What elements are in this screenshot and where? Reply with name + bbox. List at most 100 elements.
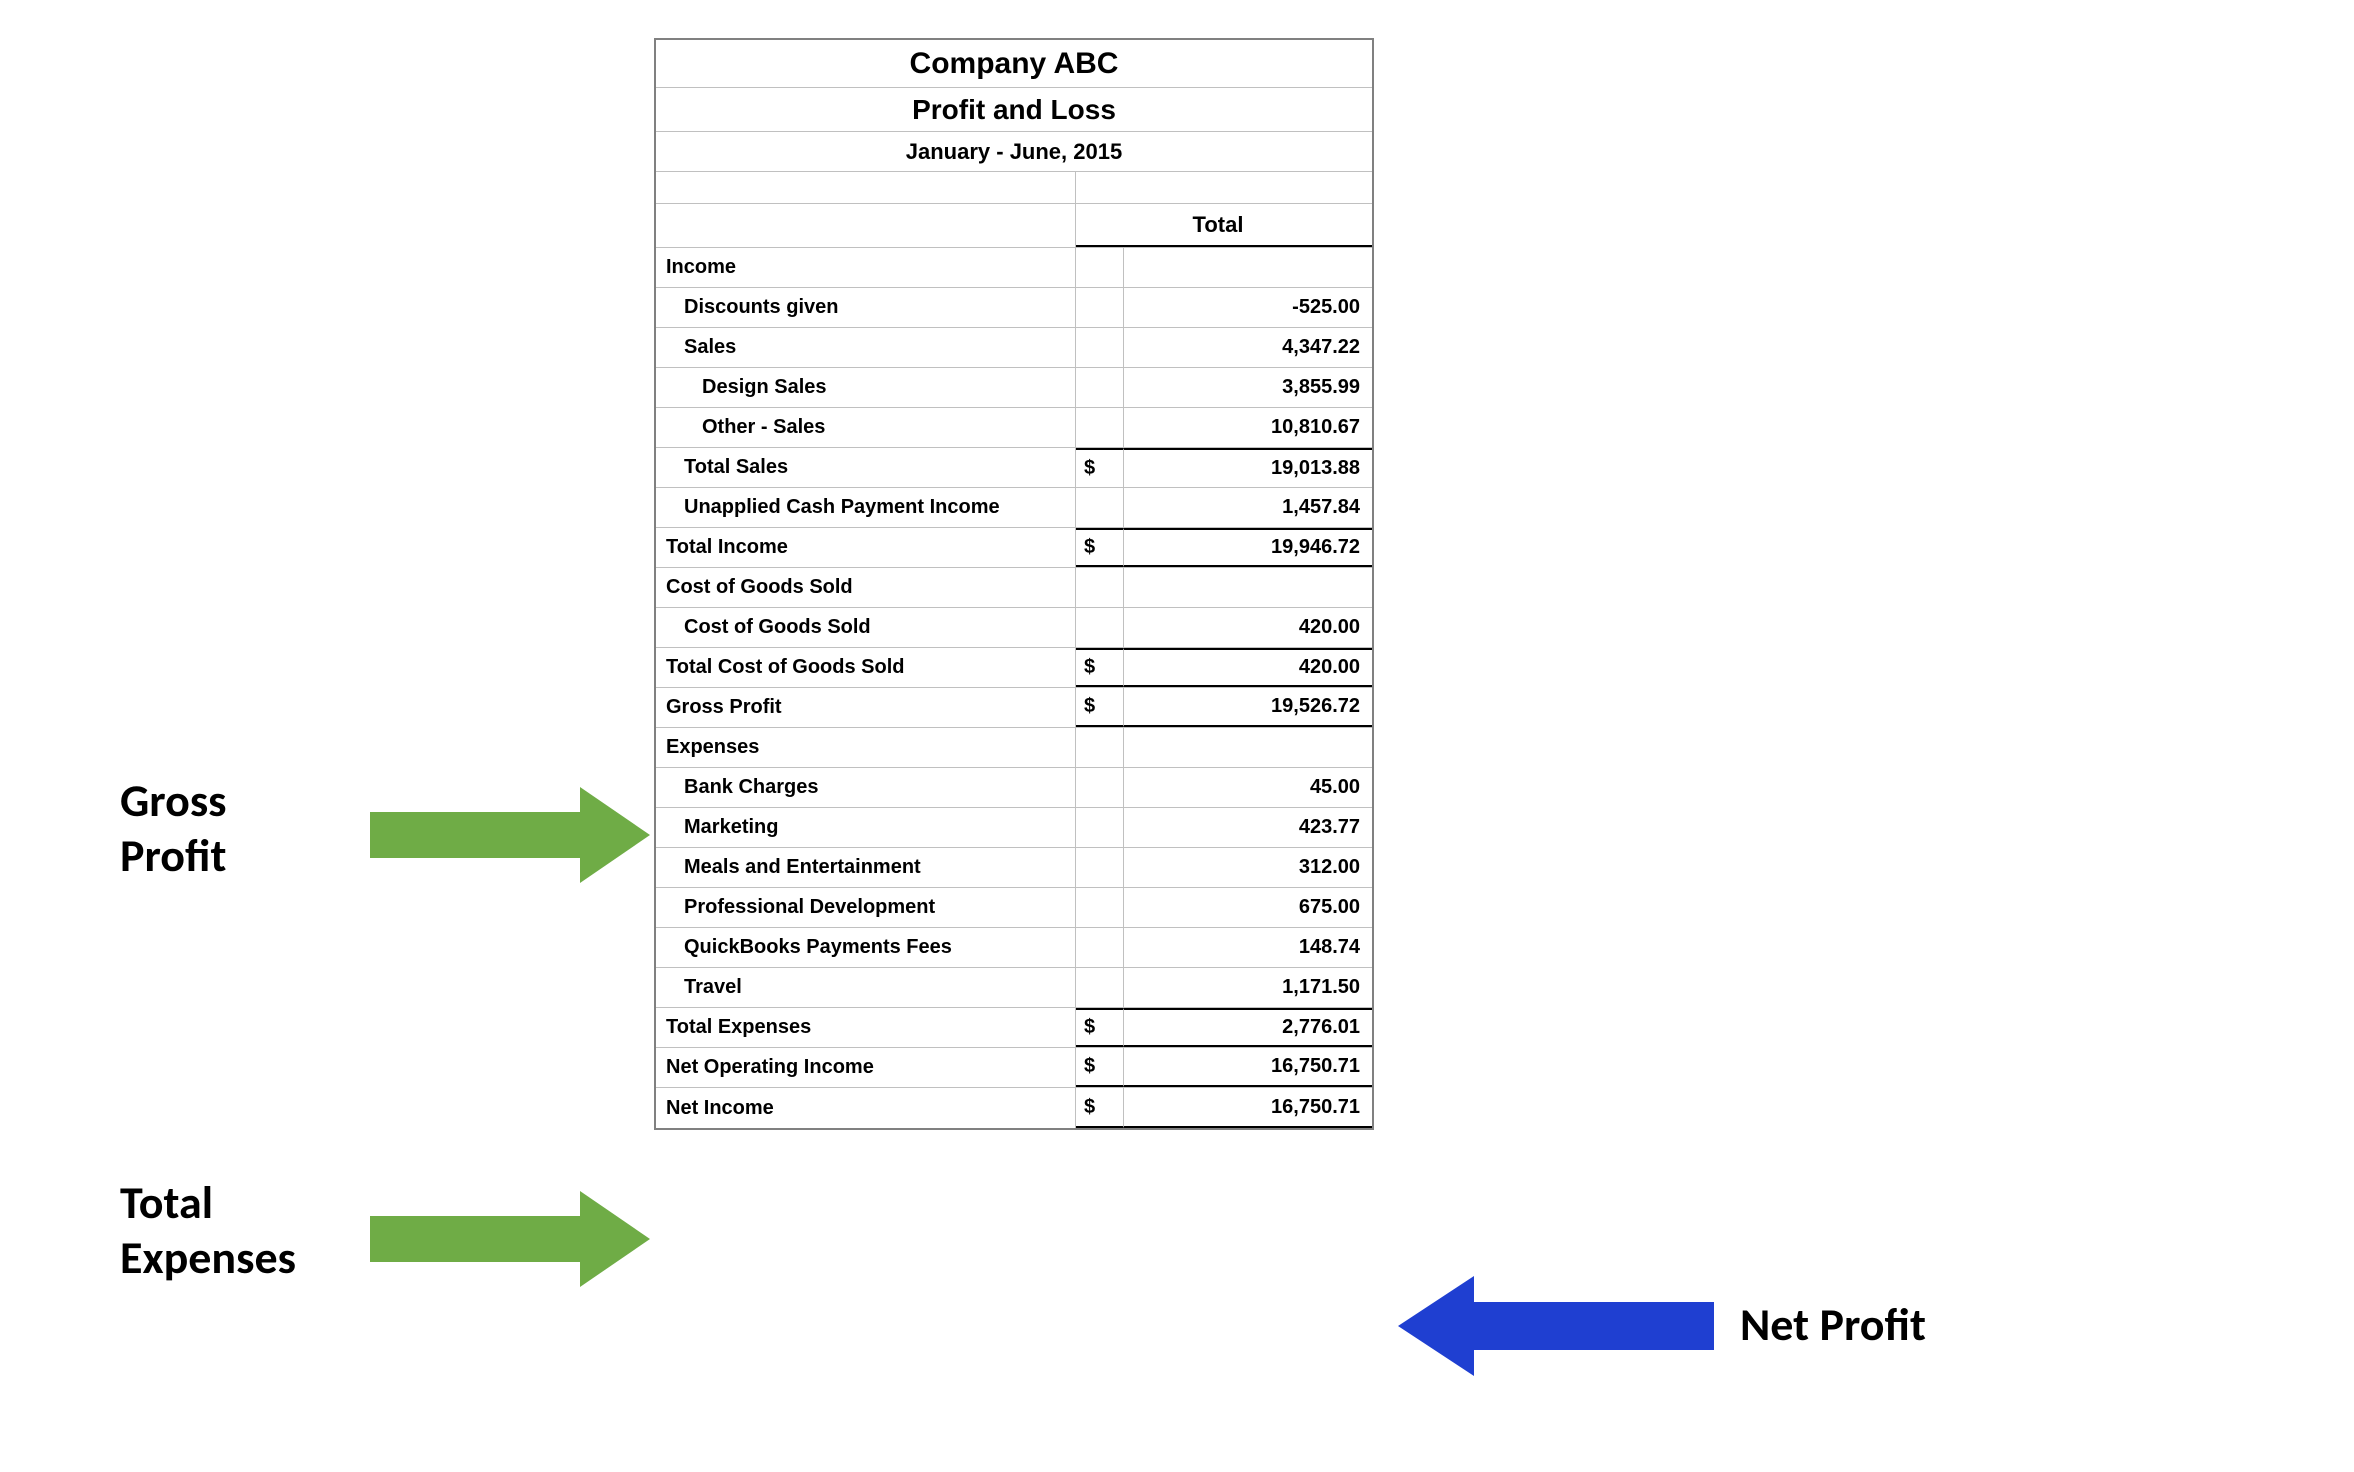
row-label: Travel xyxy=(656,968,1076,1007)
row-value: 312.00 xyxy=(1124,848,1372,887)
row-value: 19,526.72 xyxy=(1124,688,1372,727)
row-label: QuickBooks Payments Fees xyxy=(656,928,1076,967)
report-row: Marketing 423.77 xyxy=(656,808,1372,848)
row-value: 10,810.67 xyxy=(1124,408,1372,447)
report-row: Expenses xyxy=(656,728,1372,768)
row-value: 19,013.88 xyxy=(1124,448,1372,487)
report-row: Bank Charges 45.00 xyxy=(656,768,1372,808)
row-label: Total Cost of Goods Sold xyxy=(656,648,1076,687)
row-currency xyxy=(1076,928,1124,967)
row-label: Bank Charges xyxy=(656,768,1076,807)
row-label: Professional Development xyxy=(656,888,1076,927)
row-value: 675.00 xyxy=(1124,888,1372,927)
row-currency: $ xyxy=(1076,528,1124,567)
row-label: Cost of Goods Sold xyxy=(656,568,1076,607)
row-value: 1,457.84 xyxy=(1124,488,1372,527)
row-value: 423.77 xyxy=(1124,808,1372,847)
row-label: Total Income xyxy=(656,528,1076,567)
row-value: 19,946.72 xyxy=(1124,528,1372,567)
row-currency xyxy=(1076,808,1124,847)
row-currency xyxy=(1076,328,1124,367)
row-currency: $ xyxy=(1076,648,1124,687)
row-value: 1,171.50 xyxy=(1124,968,1372,1007)
column-header-blank xyxy=(656,204,1076,247)
report-company: Company ABC xyxy=(656,40,1372,87)
row-label: Income xyxy=(656,248,1076,287)
report-row: Income xyxy=(656,248,1372,288)
row-label: Marketing xyxy=(656,808,1076,847)
row-label: Total Expenses xyxy=(656,1008,1076,1047)
row-currency: $ xyxy=(1076,1048,1124,1087)
report-title: Profit and Loss xyxy=(656,88,1372,131)
row-currency: $ xyxy=(1076,1008,1124,1047)
row-label: Gross Profit xyxy=(656,688,1076,727)
report-row: Total Sales$19,013.88 xyxy=(656,448,1372,488)
row-currency: $ xyxy=(1076,448,1124,487)
report-row: Gross Profit$19,526.72 xyxy=(656,688,1372,728)
report-row: Cost of Goods Sold xyxy=(656,568,1372,608)
row-value: 420.00 xyxy=(1124,608,1372,647)
row-label: Net Income xyxy=(656,1088,1076,1128)
callout-gross-profit: GrossProfit xyxy=(120,774,227,884)
arrow-gross-profit-icon xyxy=(370,787,650,883)
row-currency xyxy=(1076,408,1124,447)
row-currency: $ xyxy=(1076,688,1124,727)
row-currency xyxy=(1076,968,1124,1007)
row-label: Cost of Goods Sold xyxy=(656,608,1076,647)
row-currency xyxy=(1076,488,1124,527)
row-currency xyxy=(1076,568,1124,607)
row-label: Total Sales xyxy=(656,448,1076,487)
report-row: QuickBooks Payments Fees 148.74 xyxy=(656,928,1372,968)
row-currency: $ xyxy=(1076,1088,1124,1128)
callout-total-expenses: TotalExpenses xyxy=(120,1176,296,1286)
report-row: Travel 1,171.50 xyxy=(656,968,1372,1008)
row-value xyxy=(1124,728,1372,767)
row-label: Sales xyxy=(656,328,1076,367)
report-period: January - June, 2015 xyxy=(656,132,1372,171)
report-row: Design Sales 3,855.99 xyxy=(656,368,1372,408)
row-label: Design Sales xyxy=(656,368,1076,407)
row-value: 45.00 xyxy=(1124,768,1372,807)
report-row: Total Income$19,946.72 xyxy=(656,528,1372,568)
report-row: Cost of Goods Sold 420.00 xyxy=(656,608,1372,648)
row-value: 3,855.99 xyxy=(1124,368,1372,407)
row-value: 148.74 xyxy=(1124,928,1372,967)
row-value: 16,750.71 xyxy=(1124,1048,1372,1087)
row-currency xyxy=(1076,848,1124,887)
row-label: Expenses xyxy=(656,728,1076,767)
row-value: 4,347.22 xyxy=(1124,328,1372,367)
blank-cell xyxy=(1076,172,1372,203)
row-currency xyxy=(1076,248,1124,287)
report-row: Sales 4,347.22 xyxy=(656,328,1372,368)
row-currency xyxy=(1076,728,1124,767)
row-label: Unapplied Cash Payment Income xyxy=(656,488,1076,527)
row-label: Discounts given xyxy=(656,288,1076,327)
row-value: 2,776.01 xyxy=(1124,1008,1372,1047)
row-label: Other - Sales xyxy=(656,408,1076,447)
profit-loss-report: Company ABCProfit and LossJanuary - June… xyxy=(654,38,1374,1130)
report-row: Net Operating Income$16,750.71 xyxy=(656,1048,1372,1088)
row-value xyxy=(1124,568,1372,607)
report-row: Discounts given -525.00 xyxy=(656,288,1372,328)
row-currency xyxy=(1076,768,1124,807)
report-row: Total Cost of Goods Sold$420.00 xyxy=(656,648,1372,688)
report-row: Net Income$16,750.71 xyxy=(656,1088,1372,1128)
row-value xyxy=(1124,248,1372,287)
row-currency xyxy=(1076,288,1124,327)
row-label: Meals and Entertainment xyxy=(656,848,1076,887)
report-row: Total Expenses$2,776.01 xyxy=(656,1008,1372,1048)
report-row: Meals and Entertainment 312.00 xyxy=(656,848,1372,888)
row-currency xyxy=(1076,368,1124,407)
arrow-total-expenses-icon xyxy=(370,1191,650,1287)
row-value: 420.00 xyxy=(1124,648,1372,687)
row-value: -525.00 xyxy=(1124,288,1372,327)
arrow-net-profit-icon xyxy=(1398,1276,1714,1376)
blank-cell xyxy=(656,172,1076,203)
callout-net-profit: Net Profit xyxy=(1740,1298,1926,1353)
report-row: Other - Sales 10,810.67 xyxy=(656,408,1372,448)
report-row: Unapplied Cash Payment Income 1,457.84 xyxy=(656,488,1372,528)
row-currency xyxy=(1076,888,1124,927)
column-header-total: Total xyxy=(1076,204,1372,247)
report-row: Professional Development 675.00 xyxy=(656,888,1372,928)
row-label: Net Operating Income xyxy=(656,1048,1076,1087)
